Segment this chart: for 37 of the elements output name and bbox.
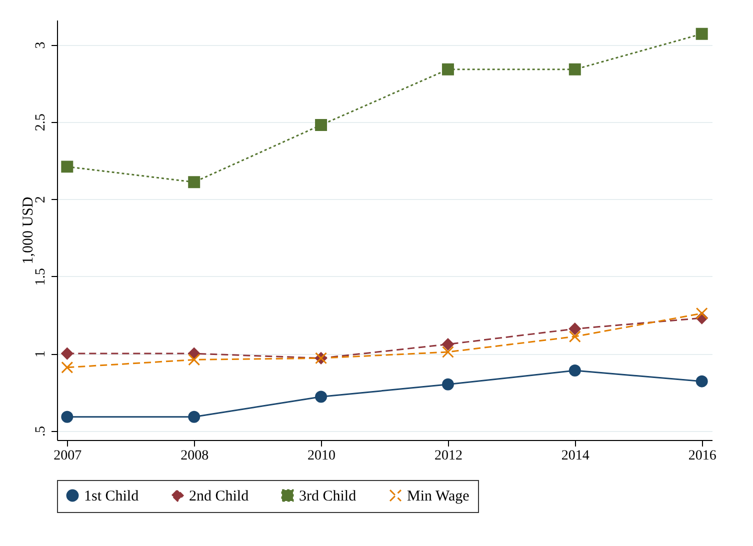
legend-label: Min Wage: [407, 488, 470, 505]
legend-label: 1st Child: [84, 488, 140, 505]
y-tick-label: 3: [34, 42, 48, 49]
legend-label: 2nd Child: [189, 488, 250, 505]
y-tick-label: .5: [34, 426, 48, 436]
point: [61, 160, 74, 173]
point: [442, 378, 454, 390]
point: [442, 338, 454, 350]
legend-label: 3rd Child: [299, 488, 357, 505]
x-tick-label: 2016: [688, 448, 716, 464]
x-tick-label: 2007: [54, 448, 82, 464]
point: [188, 354, 200, 366]
point: [442, 63, 454, 76]
y-tick-label: 2: [34, 196, 48, 204]
point: [696, 307, 708, 320]
point: [568, 330, 581, 343]
y-axis-title: 1,000 USD: [20, 196, 36, 264]
point: [188, 176, 200, 188]
point: [568, 63, 581, 76]
point: [61, 410, 74, 423]
point: [696, 375, 708, 388]
x-tick-label: 2008: [180, 448, 209, 464]
x-tick-label: 2012: [434, 448, 462, 464]
point: [61, 348, 74, 360]
point: [315, 119, 328, 131]
point: [315, 390, 328, 403]
point: [61, 361, 74, 374]
y-tick-label: 1.5: [34, 268, 48, 286]
point: [568, 364, 581, 376]
y-tick-label: 2.5: [34, 114, 48, 132]
x-tick-label: 2010: [308, 448, 336, 464]
x-tick-label: 2014: [561, 448, 590, 464]
point: [568, 322, 581, 335]
y-tick-label: 1: [34, 350, 48, 358]
point: [188, 410, 200, 423]
point: [442, 346, 454, 358]
point: [696, 28, 708, 40]
